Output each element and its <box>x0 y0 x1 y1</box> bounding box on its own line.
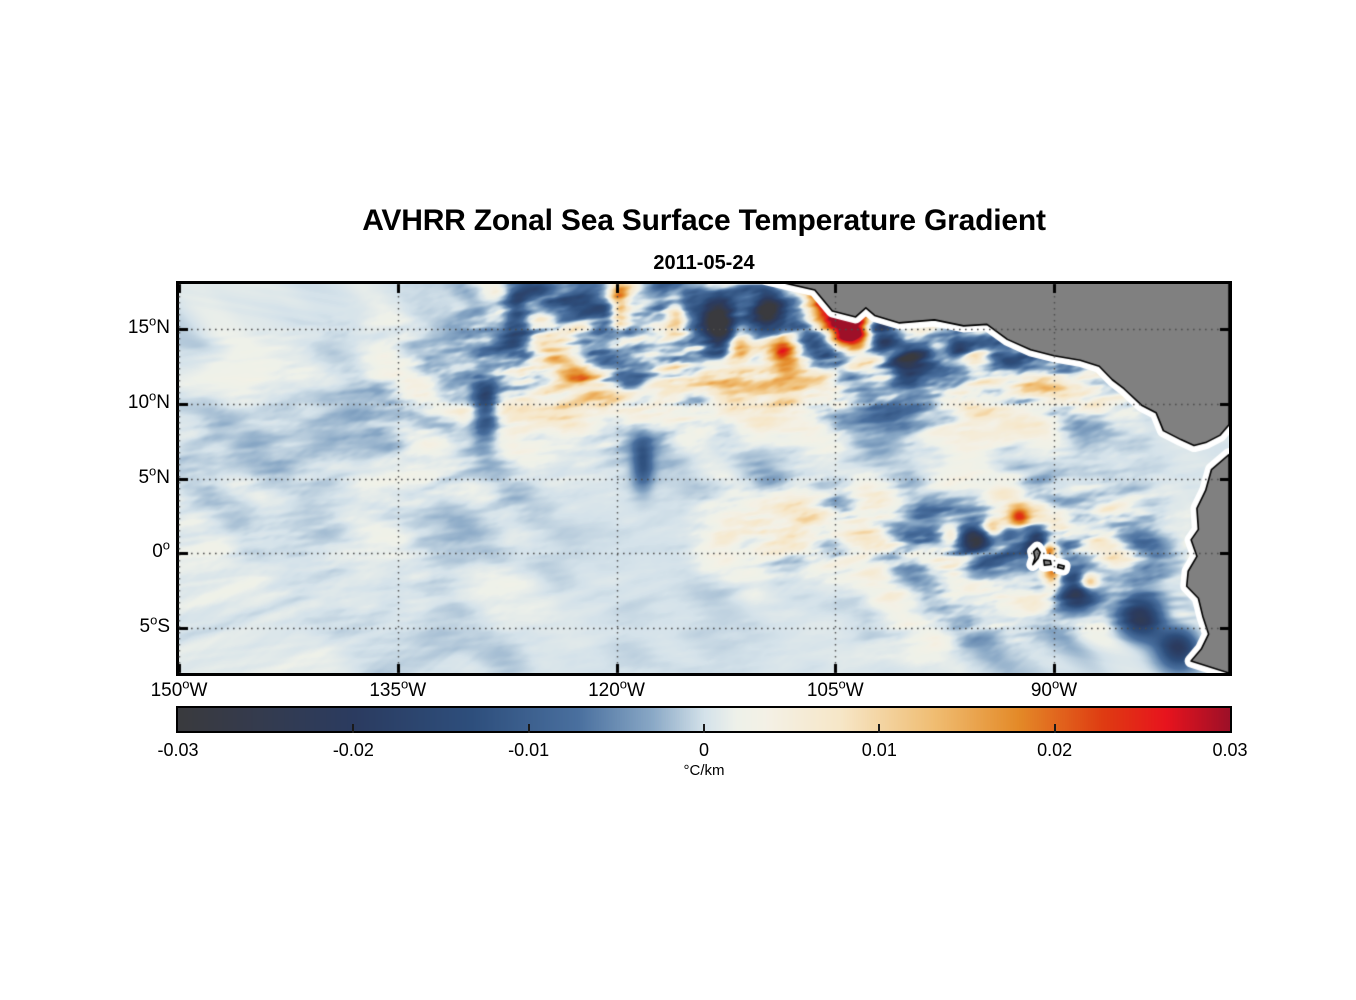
x-axis-tick-label: 150oW <box>150 676 208 701</box>
colorbar[interactable] <box>176 706 1232 733</box>
x-axis-tick-label: 105oW <box>806 676 864 701</box>
y-axis-tick-label: 5oN <box>138 463 170 488</box>
page-title: AVHRR Zonal Sea Surface Temperature Grad… <box>362 204 1046 237</box>
colorbar-tick-label: -0.02 <box>332 740 374 760</box>
y-axis-tick-label: 0o <box>152 537 170 563</box>
x-axis-tick-label: 120oW <box>588 676 645 701</box>
sst-gradient-heatmap <box>179 284 1229 673</box>
colorbar-gradient <box>178 708 1230 731</box>
colorbar-unit-label: °C/km <box>683 762 725 779</box>
colorbar-tick-label: 0.03 <box>1212 740 1248 760</box>
colorbar-tick-label: 0.01 <box>861 740 897 760</box>
colorbar-tick-label: 0.02 <box>1037 740 1073 760</box>
colorbar-tick-label: 0 <box>698 740 709 760</box>
figure-subtitle-date: 2011-05-24 <box>653 252 755 274</box>
y-axis-tick-label: 15oN <box>127 313 170 338</box>
y-axis-tick-label: 5oS <box>139 612 171 638</box>
x-axis-tick-label: 90oW <box>1030 676 1078 701</box>
colorbar-tick-label: -0.01 <box>508 740 550 760</box>
colorbar-tick-label: -0.03 <box>157 740 199 760</box>
x-axis-tick-label: 135oW <box>369 676 427 701</box>
y-axis-tick-label: 10oN <box>127 388 170 413</box>
map-plot-area[interactable] <box>176 281 1232 676</box>
